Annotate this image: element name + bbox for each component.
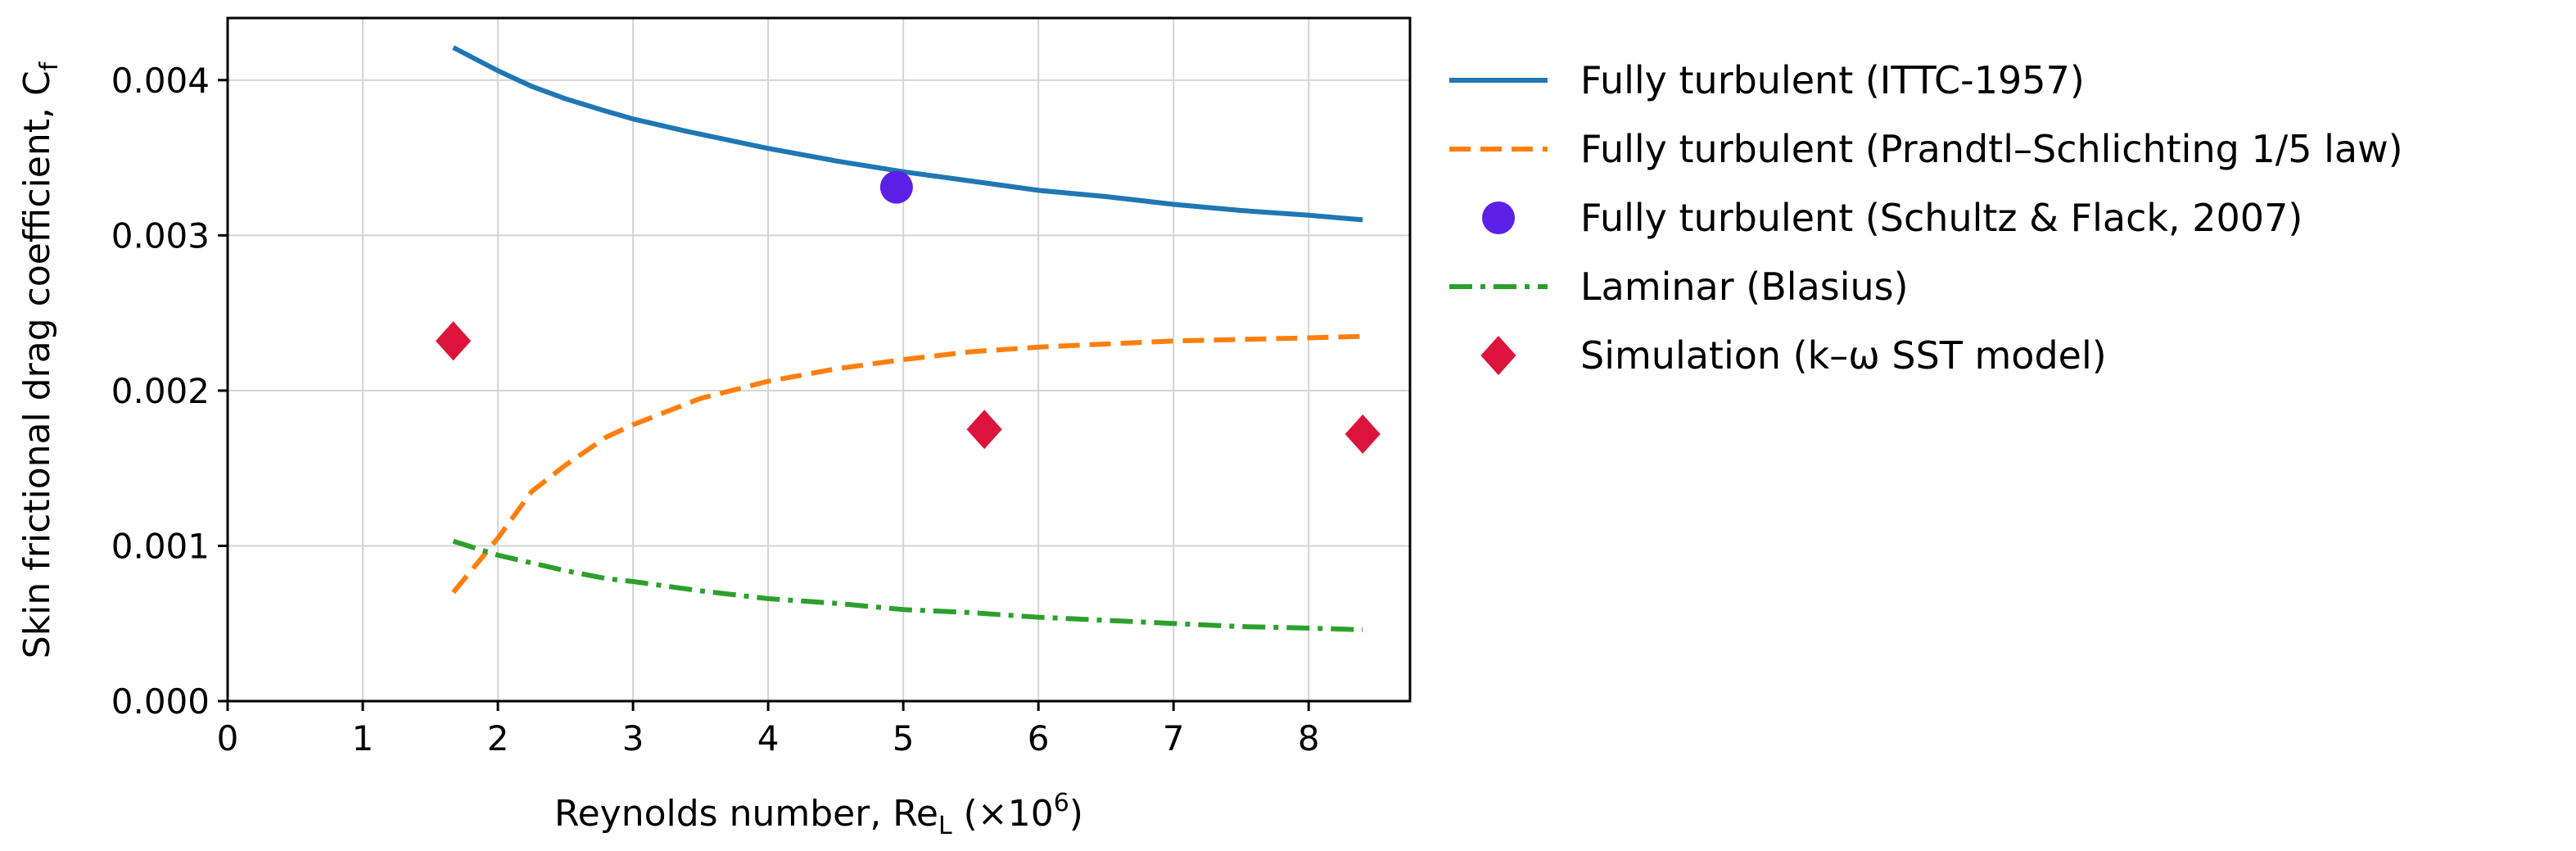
y-tick-label: 0.000 <box>111 681 210 722</box>
x-tick-label: 6 <box>1028 718 1050 758</box>
x-tick-label: 5 <box>893 718 915 758</box>
legend-item-fully-turbulent-ittc-1957: Fully turbulent (ITTC-1957) <box>1449 58 2085 102</box>
legend-label: Fully turbulent (Prandtl–Schlichting 1/5… <box>1580 127 2403 171</box>
x-axis-label-unit: (×10 <box>952 793 1054 835</box>
x-axis-label-close: ) <box>1069 793 1083 835</box>
x-axis-label-subscript: L <box>938 812 952 840</box>
grid <box>227 18 1410 702</box>
x-axis-label: Reynolds number, ReL (×106) <box>554 789 1083 840</box>
legend-item-fully-turbulent-schultz-flack-2007: Fully turbulent (Schultz & Flack, 2007) <box>1482 196 2303 240</box>
data-point-simulation-k-sst-model <box>435 321 472 361</box>
plot-series <box>435 45 1381 632</box>
series-line-fully-turbulent-prandtl-schlichting-1-5-law <box>451 333 1363 595</box>
x-tick-label: 8 <box>1298 718 1320 758</box>
legend-swatch-marker <box>1482 201 1515 234</box>
axis-ticks: 0 1 2 3 4 5 6 7 8 0.000 0.001 0.002 0.003 0.004 <box>111 61 1320 758</box>
data-point-simulation-k-sst-model <box>1344 414 1381 454</box>
legend-label: Simulation (k–ω SST model) <box>1580 333 2107 378</box>
series-line-fully-turbulent-ittc-1957 <box>452 45 1363 223</box>
x-tick-label: 0 <box>217 718 239 758</box>
x-axis-label-exponent: 6 <box>1054 789 1069 817</box>
legend-item-laminar-blasius: Laminar (Blasius) <box>1449 265 1909 309</box>
legend-item-simulation-k-sst-model: Simulation (k–ω SST model) <box>1480 333 2107 378</box>
legend-label: Fully turbulent (ITTC-1957) <box>1580 58 2085 102</box>
data-point-fully-turbulent-schultz-flack-2007 <box>879 170 913 204</box>
y-axis-label: Skin frictional drag coefficient, Cf <box>16 61 64 659</box>
legend: Fully turbulent (ITTC-1957) Fully turbule… <box>1449 58 2403 378</box>
legend-label: Laminar (Blasius) <box>1580 265 1909 309</box>
x-tick-label: 4 <box>757 718 780 758</box>
legend-swatch-marker <box>1480 336 1516 375</box>
legend-item-fully-turbulent-prandtl-schlichting-1-5-law: Fully turbulent (Prandtl–Schlichting 1/5… <box>1449 127 2403 171</box>
legend-label: Fully turbulent (Schultz & Flack, 2007) <box>1580 196 2303 240</box>
y-tick-label: 0.003 <box>111 215 210 256</box>
y-axis-label-subscript: f <box>35 61 64 70</box>
x-tick-label: 7 <box>1163 718 1185 758</box>
plot-frame <box>226 16 1412 703</box>
y-tick-label: 0.002 <box>111 371 210 411</box>
x-tick-label: 1 <box>352 718 374 758</box>
data-point-simulation-k-sst-model <box>966 410 1002 450</box>
y-tick-label: 0.004 <box>111 61 210 101</box>
x-tick-label: 2 <box>487 718 509 758</box>
y-tick-label: 0.001 <box>111 526 210 566</box>
series-line-laminar-blasius <box>452 538 1363 632</box>
x-tick-label: 3 <box>622 718 644 758</box>
